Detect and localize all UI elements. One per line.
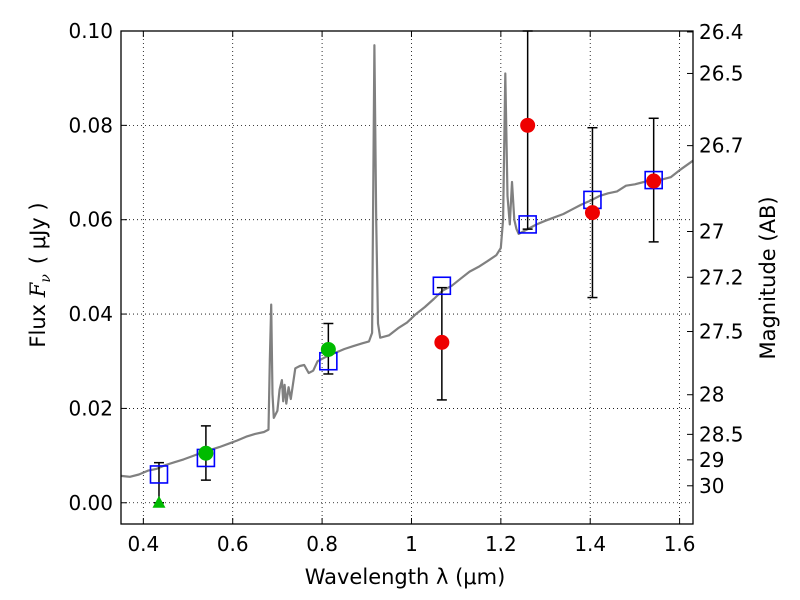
magnitude-tick-label: 30 — [699, 474, 724, 498]
y-tick-label: 0.04 — [68, 302, 113, 326]
magnitude-tick-label: 26.7 — [699, 134, 744, 158]
x-tick-label: 0.8 — [306, 532, 338, 556]
observed-flux-point — [646, 173, 662, 189]
template-spectrum-line — [120, 44, 694, 478]
observed-point-layer — [152, 117, 662, 508]
x-tick-label: 0.6 — [217, 532, 249, 556]
x-axis-label: Wavelength λ (μm) — [305, 565, 506, 589]
observed-flux-point — [584, 205, 600, 221]
y-axis-label-unit: ( μJy ) — [26, 202, 50, 264]
observed-flux-point — [520, 117, 536, 133]
magnitude-tick-label: 27.2 — [699, 265, 744, 289]
y-axis-label-prefix: Flux — [26, 297, 50, 347]
y-tick-label: 0.02 — [68, 396, 113, 420]
magnitude-tick-label: 29 — [699, 448, 724, 472]
observed-flux-point — [320, 341, 336, 357]
magnitude-tick-label: 26.4 — [699, 20, 744, 44]
x-tick-label: 0.4 — [127, 532, 159, 556]
template-spectrum-layer — [120, 44, 694, 478]
upper-limit-triangle — [152, 495, 166, 508]
observed-flux-point — [434, 334, 450, 350]
y-tick-label: 0.06 — [68, 208, 113, 232]
y-axis-label-var: F — [26, 281, 50, 298]
magnitude-tick-label: 27.5 — [699, 320, 744, 344]
y-tick-label: 0.00 — [68, 491, 113, 515]
model-flux-box — [149, 465, 169, 484]
x-tick-label: 1.6 — [664, 532, 696, 556]
y-tick-label: 0.08 — [68, 113, 113, 137]
model-flux-box — [518, 215, 537, 234]
y-axis-label-sub: ν — [38, 274, 54, 283]
y-axis-label: Flux Fν ( μJy ) — [26, 202, 54, 347]
y-tick-label: 0.10 — [68, 19, 113, 43]
axes: 0.4 0.6 0.8 1 1.2 1.4 1.6 0.00 0.02 0.04 0.06 0.08 0… — [68, 19, 743, 556]
magnitude-tick-label: 28.5 — [699, 422, 744, 446]
magnitude-tick-label: 26.5 — [699, 61, 744, 85]
right-axis-label: Magnitude (AB) — [756, 196, 780, 359]
magnitude-tick-label: 27 — [699, 220, 724, 244]
x-tick-label: 1.4 — [574, 532, 606, 556]
x-tick-label: 1 — [405, 532, 418, 556]
x-tick-label: 1.2 — [485, 532, 517, 556]
model-flux-box — [432, 276, 452, 296]
magnitude-tick-label: 28 — [699, 383, 724, 407]
model-flux-box — [644, 170, 663, 190]
observed-flux-point — [198, 445, 214, 461]
